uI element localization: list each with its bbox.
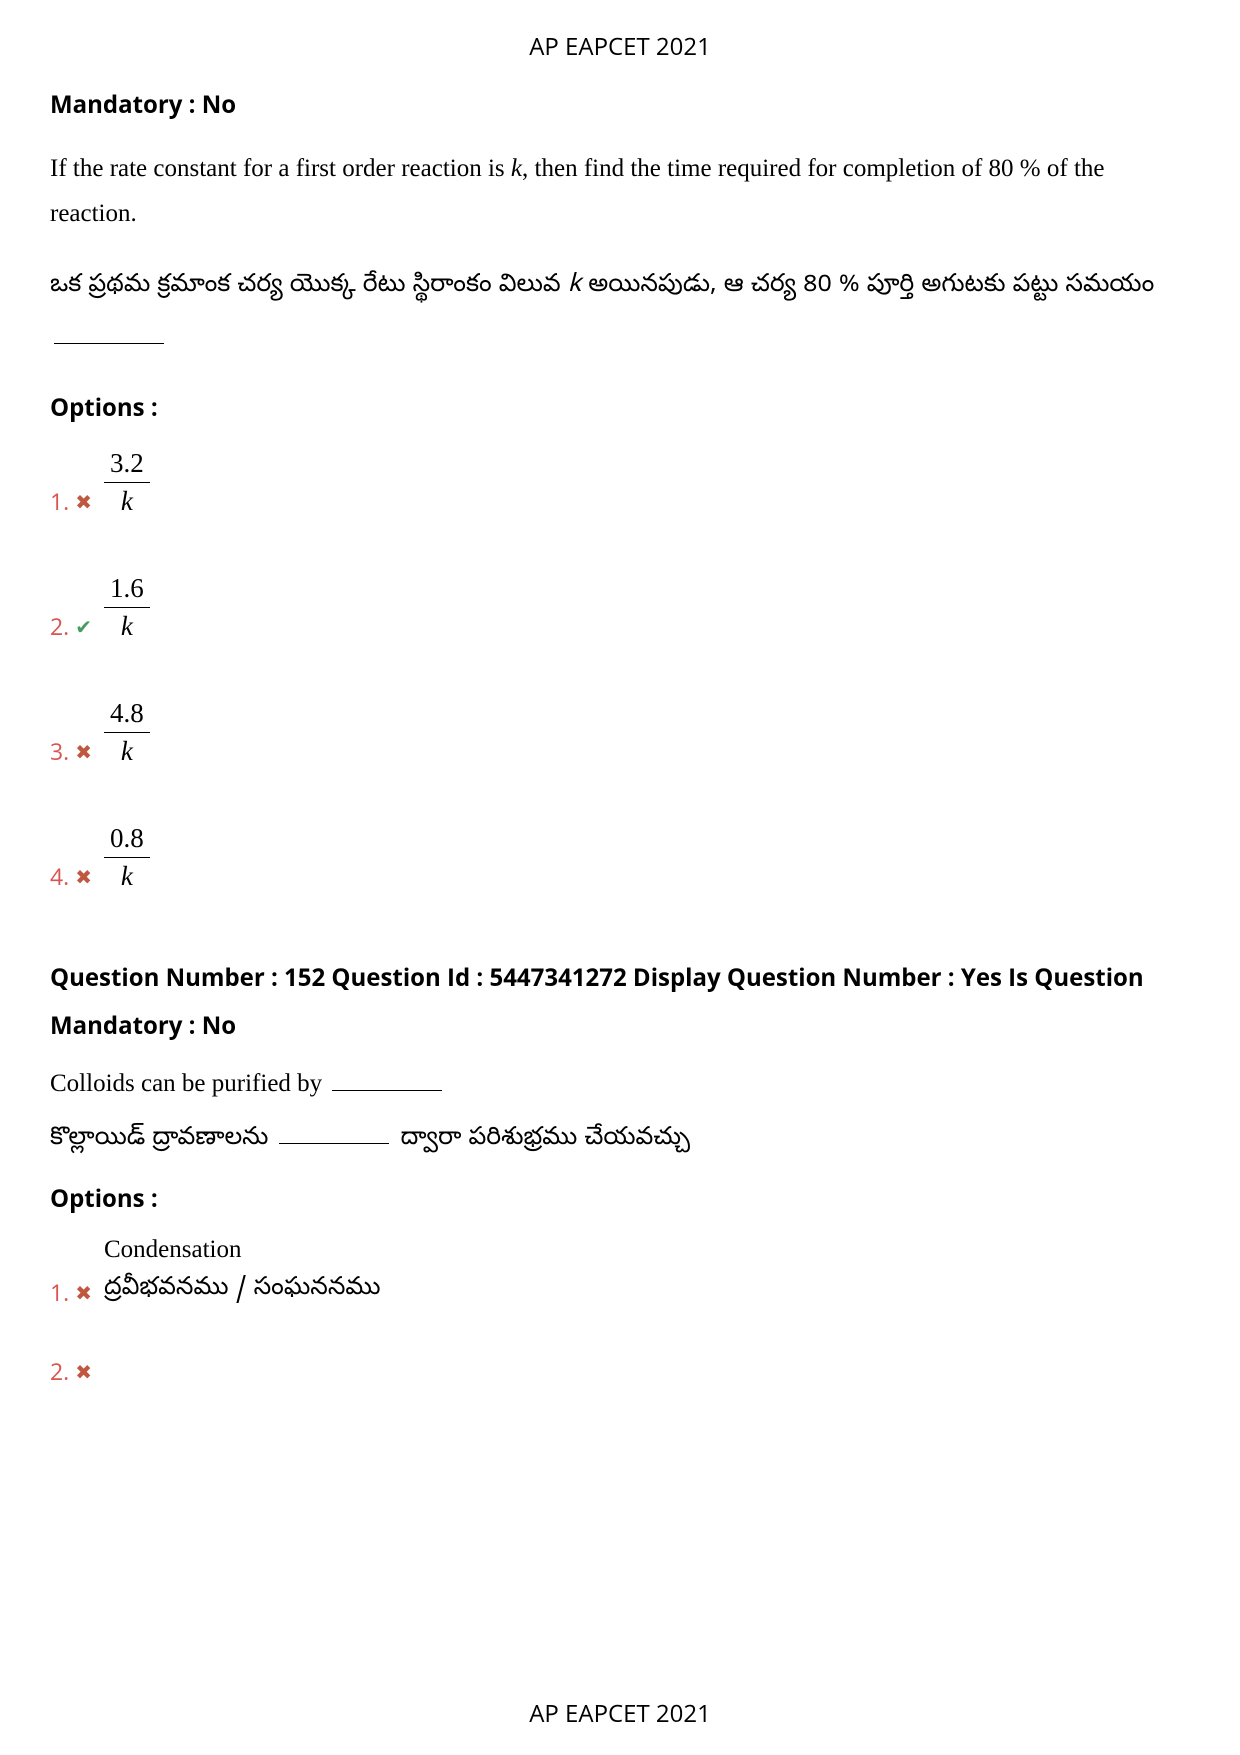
q1-option-1: 1. ✖ 3.2 k bbox=[50, 439, 1190, 519]
cross-icon: ✖ bbox=[75, 1279, 92, 1310]
cross-icon: ✖ bbox=[75, 738, 92, 769]
fraction: 1.6 k bbox=[104, 572, 150, 645]
mandatory-label: Mandatory : No bbox=[50, 88, 1190, 121]
option-number: 2. bbox=[50, 1355, 69, 1389]
q2-english: Colloids can be purified by bbox=[50, 1070, 1190, 1098]
option-english: Condensation bbox=[104, 1230, 381, 1270]
q1-telugu: ఒక ప్రథమ క్రమాంక చర్య యొక్క రేటు స్థిరాం… bbox=[50, 261, 1190, 366]
q1-option-4: 4. ✖ 0.8 k bbox=[50, 814, 1190, 894]
fraction: 3.2 k bbox=[104, 447, 150, 520]
q2-english-text: Colloids can be purified by bbox=[50, 1070, 328, 1097]
cross-icon: ✖ bbox=[75, 1358, 92, 1389]
fraction-denominator: k bbox=[121, 483, 133, 519]
fraction-numerator: 4.8 bbox=[104, 697, 150, 734]
blank-line bbox=[54, 343, 164, 344]
q1-english-part1: If the rate constant for a first order r… bbox=[50, 155, 511, 182]
cross-icon: ✖ bbox=[75, 863, 92, 894]
q2-option-2: 2. ✖ bbox=[50, 1355, 1190, 1389]
page-header-title: AP EAPCET 2021 bbox=[50, 30, 1190, 63]
option-number: 1. bbox=[50, 485, 69, 519]
q1-option-3: 3. ✖ 4.8 k bbox=[50, 689, 1190, 769]
fraction-denominator: k bbox=[121, 858, 133, 894]
q1-telugu-k: k bbox=[568, 270, 581, 304]
q2-options-label: Options : bbox=[50, 1182, 1190, 1215]
q1-telugu-part1: ఒక ప్రథమ క్రమాంక చర్య యొక్క రేటు స్థిరాం… bbox=[50, 270, 568, 304]
page-footer-title: AP EAPCET 2021 bbox=[0, 1697, 1240, 1730]
q1-english-k: k bbox=[511, 155, 522, 182]
q2-telugu-part2: ద్వారా పరిశుభ్రము చేయవచ్చు bbox=[393, 1123, 690, 1157]
fraction-denominator: k bbox=[121, 733, 133, 769]
options-label: Options : bbox=[50, 391, 1190, 424]
fraction: 4.8 k bbox=[104, 697, 150, 770]
fraction-denominator: k bbox=[121, 608, 133, 644]
fraction-numerator: 3.2 bbox=[104, 447, 150, 484]
blank-line bbox=[332, 1090, 442, 1091]
option-number: 1. bbox=[50, 1276, 69, 1310]
fraction: 0.8 k bbox=[104, 822, 150, 895]
option-number: 2. bbox=[50, 610, 69, 644]
q2-telugu: కొల్లాయిడ్ ద్రావణాలను ద్వారా పరిశుభ్రము … bbox=[50, 1123, 1190, 1157]
q1-option-2: 2. ✔ 1.6 k bbox=[50, 564, 1190, 644]
blank-line bbox=[279, 1143, 389, 1144]
q1-telugu-part2: అయినపుడు, ఆ చర్య 80 % పూర్తి అగుటకు పట్ట… bbox=[581, 270, 1154, 304]
q2-option-1: 1. ✖ Condensation ద్రవీభవనము / సంఘననము bbox=[50, 1230, 1190, 1310]
option-telugu: ద్రవీభవనము / సంఘననము bbox=[104, 1270, 381, 1310]
option-text: Condensation ద్రవీభవనము / సంఘననము bbox=[104, 1230, 381, 1310]
option-number: 4. bbox=[50, 860, 69, 894]
fraction-numerator: 1.6 bbox=[104, 572, 150, 609]
q1-english: If the rate constant for a first order r… bbox=[50, 146, 1190, 236]
cross-icon: ✖ bbox=[75, 488, 92, 519]
check-icon: ✔ bbox=[75, 613, 92, 644]
option-number: 3. bbox=[50, 735, 69, 769]
q2-telugu-part1: కొల్లాయిడ్ ద్రావణాలను bbox=[50, 1123, 275, 1157]
fraction-numerator: 0.8 bbox=[104, 822, 150, 859]
q2-meta: Question Number : 152 Question Id : 5447… bbox=[50, 954, 1190, 1050]
